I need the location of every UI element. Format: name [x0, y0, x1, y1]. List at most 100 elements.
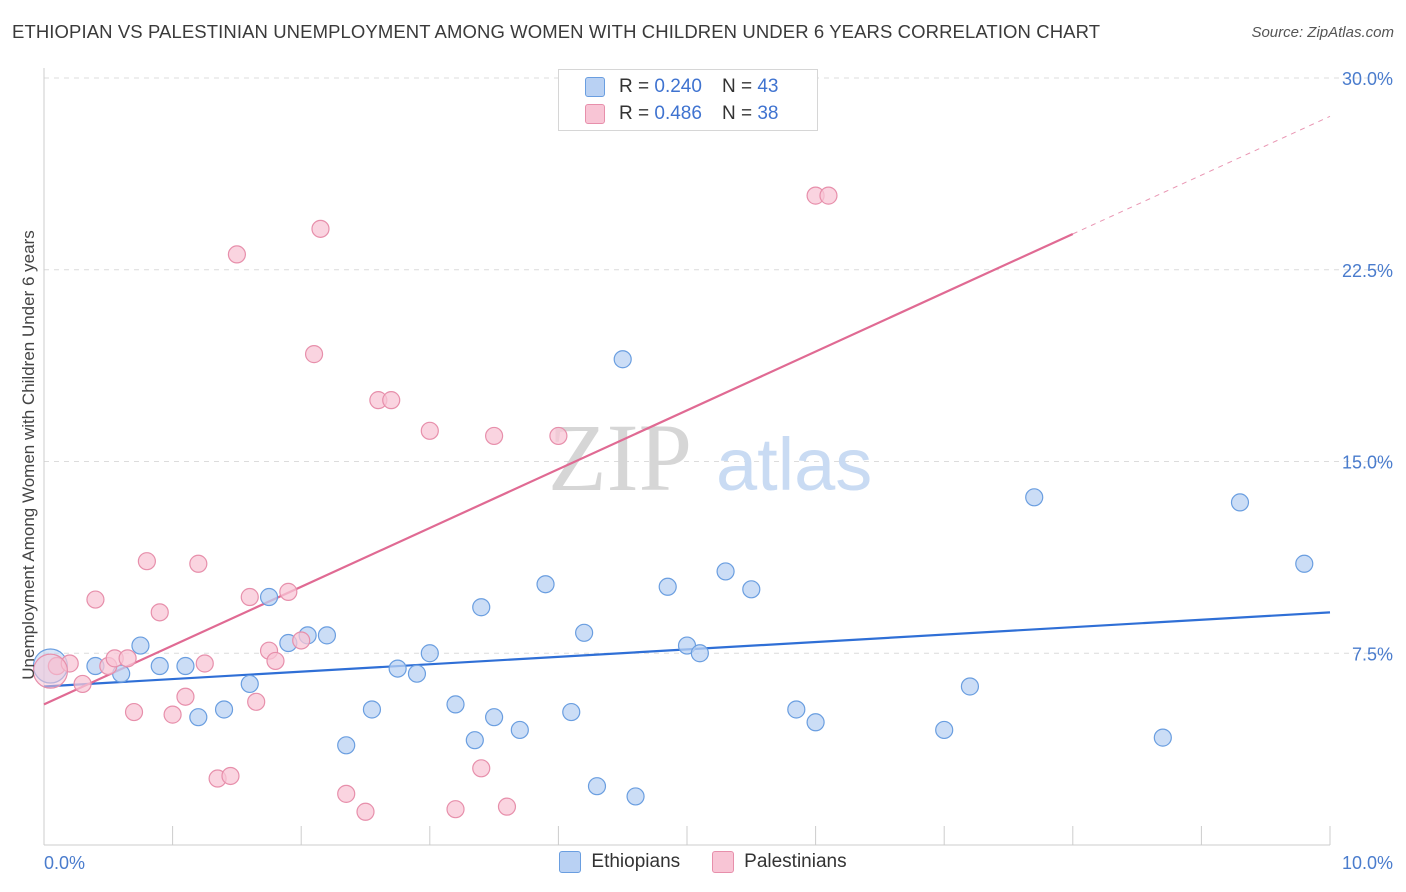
point-palestinians: [279, 582, 298, 601]
y-tick-label: 30.0%: [1342, 69, 1393, 89]
point-palestinians: [304, 345, 324, 364]
pink-swatch-icon: [585, 104, 605, 124]
blue-swatch-icon: [585, 77, 605, 97]
point-ethiopians: [176, 656, 195, 676]
point-palestinians: [819, 186, 838, 205]
point-ethiopians: [259, 587, 279, 607]
point-palestinians: [150, 603, 169, 622]
n-label: N =: [721, 103, 753, 124]
point-ethiopians: [742, 580, 761, 599]
point-ethiopians: [150, 656, 169, 676]
point-ethiopians: [626, 787, 645, 806]
point-ethiopians: [575, 623, 594, 642]
point-palestinians: [221, 766, 240, 786]
point-palestinians: [420, 421, 439, 440]
point-palestinians: [382, 391, 401, 410]
point-ethiopians: [388, 659, 407, 678]
point-palestinians: [497, 797, 517, 816]
data-points: [32, 186, 1314, 821]
y-axis-label: Unemployment Among Women with Children U…: [19, 230, 38, 679]
n-value-ethiopians: 43: [757, 76, 779, 97]
point-palestinians: [73, 674, 92, 694]
point-palestinians: [189, 554, 208, 573]
point-ethiopians: [240, 674, 259, 694]
point-ethiopians: [510, 720, 529, 740]
point-palestinians: [32, 653, 69, 689]
point-palestinians: [227, 245, 246, 264]
point-palestinians: [485, 426, 504, 446]
point-ethiopians: [1025, 488, 1044, 507]
legend-item-palestinians[interactable]: Palestinians: [712, 851, 847, 873]
r-value-palestinians: 0.486: [654, 103, 702, 124]
point-ethiopians: [420, 644, 439, 663]
point-palestinians: [446, 800, 465, 819]
chart-title: ETHIOPIAN VS PALESTINIAN UNEMPLOYMENT AM…: [12, 21, 1101, 42]
point-ethiopians: [189, 708, 208, 727]
point-ethiopians: [1295, 554, 1314, 573]
point-palestinians: [356, 802, 375, 821]
point-ethiopians: [446, 695, 465, 714]
point-palestinians: [86, 590, 105, 609]
point-ethiopians: [472, 598, 491, 617]
point-ethiopians: [337, 736, 356, 755]
point-palestinians: [124, 702, 144, 722]
point-ethiopians: [690, 644, 709, 663]
source-label: Source: ZipAtlas.com: [1251, 24, 1394, 41]
point-ethiopians: [658, 577, 677, 596]
point-ethiopians: [562, 702, 581, 722]
point-ethiopians: [1230, 493, 1250, 512]
point-palestinians: [337, 784, 356, 803]
point-palestinians: [472, 759, 491, 778]
point-palestinians: [137, 552, 156, 571]
point-ethiopians: [465, 731, 484, 750]
r-value-ethiopians: 0.240: [654, 76, 702, 97]
correlation-legend: R = 0.240 N = 43 R = 0.486 N = 38: [558, 69, 818, 131]
point-ethiopians: [317, 626, 337, 645]
y-tick-label: 7.5%: [1352, 644, 1393, 664]
point-palestinians: [549, 426, 568, 446]
trend-lines: [43, 115, 1331, 706]
point-palestinians: [195, 654, 214, 673]
legend-label-ethiopians: Ethiopians: [591, 851, 681, 872]
watermark-zip: ZIP: [548, 404, 692, 511]
point-ethiopians: [362, 700, 382, 719]
y-tick-label: 15.0%: [1342, 453, 1393, 473]
x-tick-label: 0.0%: [44, 853, 85, 873]
point-palestinians: [292, 631, 311, 650]
legend-label-palestinians: Palestinians: [744, 851, 847, 872]
blue-swatch-icon: [559, 851, 582, 873]
point-ethiopians: [536, 575, 555, 594]
point-palestinians: [118, 649, 137, 668]
point-palestinians: [311, 219, 330, 238]
legend-row-palestinians: R = 0.486 N = 38: [585, 102, 778, 126]
point-ethiopians: [935, 720, 954, 740]
point-palestinians: [240, 587, 259, 607]
point-ethiopians: [960, 677, 980, 696]
point-ethiopians: [407, 664, 427, 683]
watermark: ZIP atlas: [548, 404, 872, 511]
point-ethiopians: [485, 708, 504, 727]
point-ethiopians: [613, 350, 632, 369]
point-ethiopians: [806, 713, 825, 732]
series-legend: Ethiopians Palestinians: [0, 851, 1406, 873]
point-palestinians: [266, 651, 285, 671]
trend-line-palestinians-projection: [1072, 115, 1331, 235]
n-value-palestinians: 38: [757, 103, 779, 124]
point-ethiopians: [214, 700, 234, 719]
y-tick-label: 22.5%: [1342, 261, 1393, 281]
legend-row-ethiopians: R = 0.240 N = 43: [585, 75, 778, 99]
r-label: R =: [619, 103, 650, 124]
r-label: R =: [619, 76, 650, 97]
watermark-atlas: atlas: [716, 423, 872, 506]
point-palestinians: [176, 687, 195, 706]
point-ethiopians: [1153, 728, 1172, 747]
trend-line-palestinians: [43, 232, 1074, 706]
pink-swatch-icon: [712, 851, 735, 873]
point-ethiopians: [587, 777, 607, 796]
legend-item-ethiopians[interactable]: Ethiopians: [559, 851, 680, 873]
x-tick-label: 10.0%: [1342, 853, 1393, 873]
point-ethiopians: [787, 700, 806, 719]
tick-labels: 7.5% 15.0% 22.5% 30.0% 0.0% 10.0%: [44, 69, 1393, 873]
point-ethiopians: [131, 636, 150, 655]
